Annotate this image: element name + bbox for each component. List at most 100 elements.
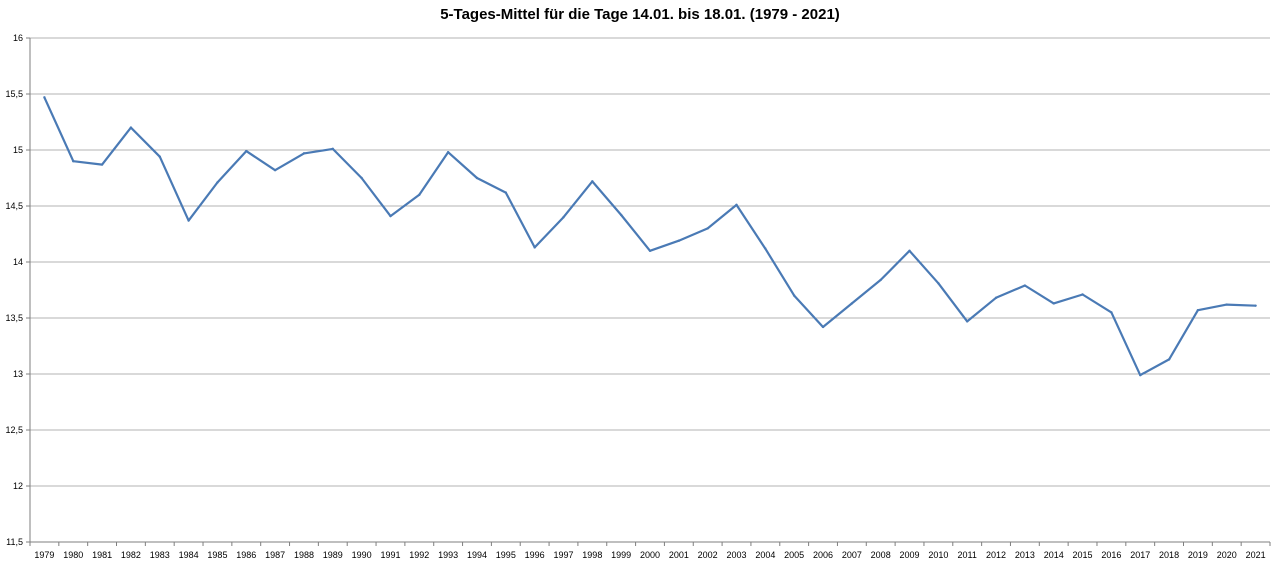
x-tick-label: 2000: [640, 550, 660, 560]
x-tick-label: 1981: [92, 550, 112, 560]
data-point: [994, 296, 998, 300]
data-point: [72, 160, 75, 163]
data-point: [1167, 358, 1171, 361]
y-tick-label: 16: [13, 33, 23, 43]
x-tick-label: 1995: [496, 550, 516, 560]
y-tick-label: 12: [13, 481, 23, 491]
data-point: [706, 227, 709, 230]
y-tick-label: 13,5: [5, 313, 23, 323]
data-point: [187, 219, 190, 222]
x-tick-label: 2013: [1015, 550, 1035, 560]
data-point: [418, 193, 421, 196]
data-point: [158, 155, 161, 158]
x-tick-label: 2016: [1101, 550, 1121, 560]
chart-title: 5-Tages-Mittel für die Tage 14.01. bis 1…: [440, 6, 840, 23]
y-tick-label: 14: [13, 257, 23, 267]
data-point: [937, 282, 940, 285]
data-point: [360, 176, 363, 180]
data-point: [619, 213, 623, 217]
x-tick-label: 1993: [438, 550, 458, 560]
x-tick-label: 1994: [467, 550, 487, 560]
x-tick-label: 2004: [755, 550, 775, 560]
data-point: [504, 191, 508, 194]
x-tick-label: 1989: [323, 550, 343, 560]
data-point: [100, 163, 104, 166]
y-tick-label: 15,5: [5, 89, 23, 99]
x-tick-label: 2014: [1044, 550, 1064, 560]
data-point: [475, 176, 479, 180]
x-tick-label: 1987: [265, 550, 285, 560]
x-tick-label: 2018: [1159, 550, 1179, 560]
x-tick-label: 2002: [698, 550, 718, 560]
x-tick-label: 1979: [34, 550, 54, 560]
data-point: [1254, 304, 1257, 307]
x-tick-label: 2015: [1073, 550, 1093, 560]
y-tick-label: 14,5: [5, 201, 23, 211]
data-point: [908, 249, 911, 252]
y-tick-label: 13: [13, 369, 23, 379]
x-tick-label: 2006: [813, 550, 833, 560]
x-tick-label: 1982: [121, 550, 141, 560]
data-point: [677, 239, 681, 242]
x-tick-label: 2001: [669, 550, 689, 560]
x-tick-label: 1986: [236, 550, 256, 560]
data-point: [1139, 373, 1142, 377]
data-point: [648, 249, 652, 252]
x-tick-label: 2021: [1246, 550, 1266, 560]
data-point: [850, 302, 854, 305]
x-tick-label: 2019: [1188, 550, 1208, 560]
data-point: [1023, 284, 1027, 287]
x-tick-label: 2012: [986, 550, 1006, 560]
x-tick-label: 1999: [611, 550, 631, 560]
x-tick-label: 1985: [207, 550, 227, 560]
x-tick-label: 1990: [352, 550, 372, 560]
data-point: [966, 320, 969, 323]
data-point: [764, 247, 767, 250]
x-tick-label: 2007: [842, 550, 862, 560]
y-tick-label: 15: [13, 145, 23, 155]
x-tick-label: 2005: [784, 550, 804, 560]
series-line: [43, 96, 1256, 377]
x-tick-label: 1983: [150, 550, 170, 560]
y-tick-label: 12,5: [5, 425, 23, 435]
x-tick-label: 1996: [525, 550, 545, 560]
data-point: [129, 126, 133, 129]
x-tick-label: 1988: [294, 550, 314, 560]
data-point: [1081, 293, 1084, 296]
data-point: [879, 278, 882, 282]
data-point: [792, 294, 796, 297]
x-tick-label: 1984: [179, 550, 199, 560]
x-tick-label: 2011: [958, 550, 977, 560]
data-point: [331, 147, 334, 151]
data-point: [273, 168, 277, 172]
data-point: [591, 180, 594, 183]
x-tick-label: 2009: [900, 550, 920, 560]
data-point: [1110, 311, 1113, 314]
x-tick-label: 1992: [409, 550, 429, 560]
data-point: [1052, 302, 1055, 305]
x-tick-label: 1980: [63, 550, 83, 560]
data-point: [562, 216, 565, 219]
data-point: [821, 325, 825, 329]
x-tick-label: 2017: [1130, 550, 1150, 560]
data-point: [43, 96, 46, 99]
data-point: [245, 149, 248, 153]
data-point: [1225, 303, 1228, 306]
x-tick-label: 2008: [871, 550, 891, 560]
x-tick-label: 2003: [726, 550, 746, 560]
data-point: [735, 203, 738, 207]
x-tick-label: 1997: [553, 550, 573, 560]
x-tick-label: 1998: [582, 550, 602, 560]
x-tick-label: 1991: [380, 550, 400, 560]
data-point: [533, 246, 536, 249]
data-point: [216, 181, 219, 184]
data-point: [446, 151, 450, 154]
data-point: [389, 214, 392, 218]
data-point: [1196, 308, 1200, 312]
x-tick-label: 2010: [928, 550, 948, 560]
data-point: [302, 152, 306, 155]
x-tick-label: 2020: [1217, 550, 1237, 560]
y-tick-label: 11,5: [6, 537, 23, 547]
